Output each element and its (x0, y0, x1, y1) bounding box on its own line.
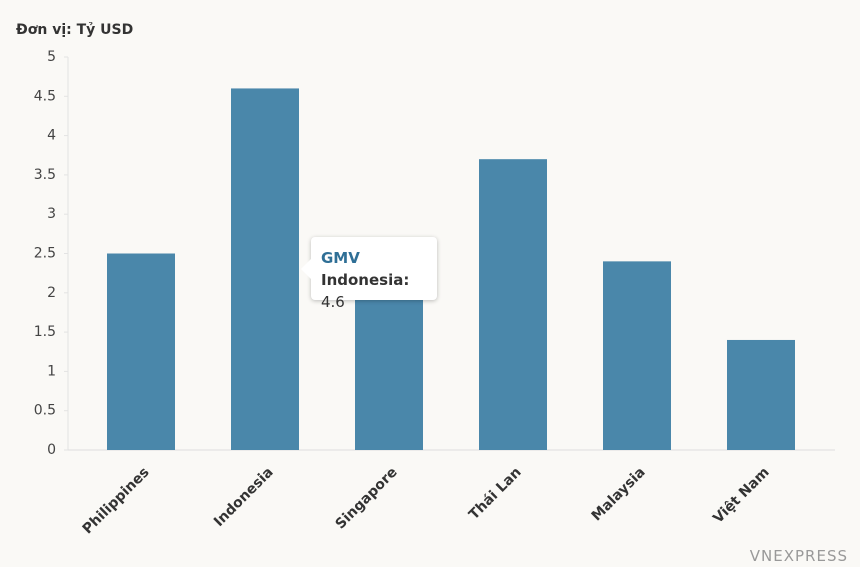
bar (727, 339, 795, 450)
bar (231, 88, 299, 450)
x-tick-label: Thái Lan (466, 464, 525, 523)
x-tick-label: Philippines (80, 464, 153, 537)
x-tick-label: Malaysia (589, 464, 649, 524)
y-tick-label: 3.5 (34, 167, 56, 183)
y-tick-label: 0 (47, 442, 56, 458)
bar (107, 253, 175, 450)
bar (479, 159, 547, 450)
y-tick-label: 4 (47, 128, 56, 144)
y-tick-label: 4.5 (34, 88, 56, 104)
y-tick-label: 3 (47, 206, 56, 222)
y-tick-label: 1.5 (34, 324, 56, 340)
x-tick-label: Việt Nam (710, 464, 772, 526)
y-axis-label: Đơn vị: Tỷ USD (16, 22, 133, 38)
y-tick-label: 5 (47, 49, 56, 65)
x-tick-label: Singapore (333, 464, 401, 532)
y-tick-label: 2.5 (34, 246, 56, 262)
bar (603, 261, 671, 450)
tooltip-series: GMV (321, 249, 360, 267)
tooltip: GMV Indonesia: 4.6 (301, 237, 437, 311)
y-tick-label: 1 (47, 363, 56, 379)
y-tick-label: 2 (47, 285, 56, 301)
tooltip-category: Indonesia (321, 271, 404, 289)
x-tick-label: Indonesia (211, 464, 277, 530)
tooltip-value: 4.6 (321, 293, 345, 311)
y-tick-label: 0.5 (34, 403, 56, 419)
watermark: VNEXPRESS (749, 547, 848, 565)
